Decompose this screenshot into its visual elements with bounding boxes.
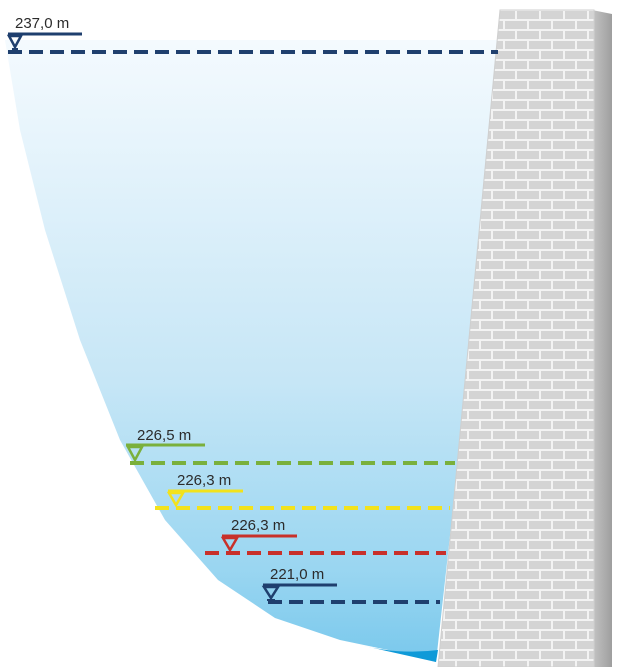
level-marker-red: 226,3 m	[205, 517, 446, 555]
level-label-red: 226,3 m	[231, 517, 285, 534]
level-marker-green: 226,5 m	[125, 427, 455, 465]
triangle-marker-icon	[220, 536, 240, 553]
water-body	[5, 40, 505, 662]
level-marker-bottom: 221,0 m	[261, 566, 440, 604]
dam-wall	[437, 9, 595, 667]
level-marker-yellow: 226,3 m	[155, 472, 450, 510]
triangle-marker-icon	[166, 491, 186, 508]
triangle-marker-icon	[125, 445, 145, 463]
level-marker-top: 237,0 m	[6, 15, 498, 54]
level-label-bottom: 221,0 m	[270, 566, 324, 583]
level-label-green: 226,5 m	[137, 427, 191, 444]
level-label-top: 237,0 m	[15, 15, 69, 32]
dam-wall-side	[590, 10, 612, 667]
triangle-marker-icon	[6, 34, 24, 50]
deep-water	[360, 645, 438, 662]
triangle-marker-icon	[261, 585, 281, 601]
level-label-yellow: 226,3 m	[177, 472, 231, 489]
